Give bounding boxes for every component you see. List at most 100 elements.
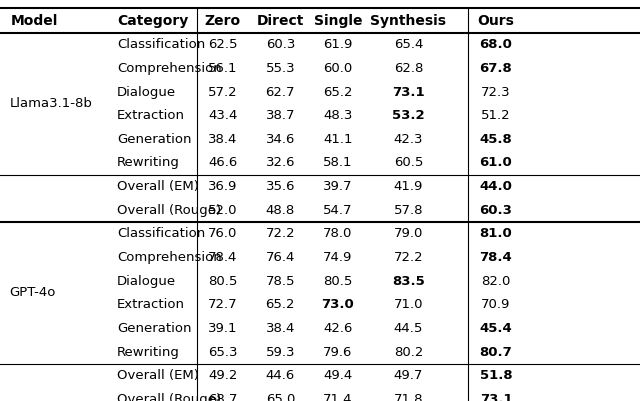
Text: 65.2: 65.2 (323, 85, 353, 99)
Text: Overall (EM): Overall (EM) (117, 369, 199, 382)
Text: 60.5: 60.5 (394, 156, 423, 170)
Text: 59.3: 59.3 (266, 346, 295, 358)
Text: 35.6: 35.6 (266, 180, 295, 193)
Text: 79.6: 79.6 (323, 346, 353, 358)
Text: 45.8: 45.8 (479, 133, 513, 146)
Text: 44.5: 44.5 (394, 322, 423, 335)
Text: 81.0: 81.0 (479, 227, 513, 240)
Text: 51.2: 51.2 (481, 109, 511, 122)
Text: 80.5: 80.5 (208, 275, 237, 288)
Text: 54.7: 54.7 (323, 204, 353, 217)
Text: 39.7: 39.7 (323, 180, 353, 193)
Text: 72.2: 72.2 (266, 227, 295, 240)
Text: 78.4: 78.4 (208, 251, 237, 264)
Text: Classification: Classification (117, 227, 205, 240)
Text: 70.9: 70.9 (481, 298, 511, 311)
Text: 62.8: 62.8 (394, 62, 423, 75)
Text: 38.4: 38.4 (208, 133, 237, 146)
Text: Llama3.1-8b: Llama3.1-8b (10, 97, 92, 110)
Text: Synthesis: Synthesis (371, 14, 446, 28)
Text: Direct: Direct (257, 14, 304, 28)
Text: 52.0: 52.0 (208, 204, 237, 217)
Text: Dialogue: Dialogue (117, 85, 176, 99)
Text: Generation: Generation (117, 322, 191, 335)
Text: Overall (Rouge): Overall (Rouge) (117, 393, 221, 401)
Text: 39.1: 39.1 (208, 322, 237, 335)
Text: 34.6: 34.6 (266, 133, 295, 146)
Text: 78.4: 78.4 (479, 251, 513, 264)
Text: 60.0: 60.0 (323, 62, 353, 75)
Text: 78.0: 78.0 (323, 227, 353, 240)
Text: 60.3: 60.3 (266, 38, 295, 51)
Text: 73.1: 73.1 (480, 393, 512, 401)
Text: 67.8: 67.8 (479, 62, 513, 75)
Text: 65.3: 65.3 (208, 346, 237, 358)
Text: 41.9: 41.9 (394, 180, 423, 193)
Text: 80.5: 80.5 (323, 275, 353, 288)
Text: 65.2: 65.2 (266, 298, 295, 311)
Text: Overall (Rouge): Overall (Rouge) (117, 204, 221, 217)
Text: 42.6: 42.6 (323, 322, 353, 335)
Text: 36.9: 36.9 (208, 180, 237, 193)
Text: 68.7: 68.7 (208, 393, 237, 401)
Text: 61.0: 61.0 (479, 156, 513, 170)
Text: 80.7: 80.7 (479, 346, 513, 358)
Text: 76.0: 76.0 (208, 227, 237, 240)
Text: 71.4: 71.4 (323, 393, 353, 401)
Text: Classification: Classification (117, 38, 205, 51)
Text: Generation: Generation (117, 133, 191, 146)
Text: 44.0: 44.0 (479, 180, 513, 193)
Text: 65.4: 65.4 (394, 38, 423, 51)
Text: 57.8: 57.8 (394, 204, 423, 217)
Text: 72.3: 72.3 (481, 85, 511, 99)
Text: 38.4: 38.4 (266, 322, 295, 335)
Text: Extraction: Extraction (117, 109, 185, 122)
Text: 44.6: 44.6 (266, 369, 295, 382)
Text: 68.0: 68.0 (479, 38, 513, 51)
Text: 48.3: 48.3 (323, 109, 353, 122)
Text: 43.4: 43.4 (208, 109, 237, 122)
Text: Dialogue: Dialogue (117, 275, 176, 288)
Text: 78.5: 78.5 (266, 275, 295, 288)
Text: 55.3: 55.3 (266, 62, 295, 75)
Text: Ours: Ours (477, 14, 515, 28)
Text: Single: Single (314, 14, 362, 28)
Text: 49.7: 49.7 (394, 369, 423, 382)
Text: 74.9: 74.9 (323, 251, 353, 264)
Text: 58.1: 58.1 (323, 156, 353, 170)
Text: Rewriting: Rewriting (117, 346, 180, 358)
Text: 72.7: 72.7 (208, 298, 237, 311)
Text: 65.0: 65.0 (266, 393, 295, 401)
Text: 82.0: 82.0 (481, 275, 511, 288)
Text: 71.0: 71.0 (394, 298, 423, 311)
Text: 49.2: 49.2 (208, 369, 237, 382)
Text: 38.7: 38.7 (266, 109, 295, 122)
Text: Model: Model (11, 14, 58, 28)
Text: GPT-4o: GPT-4o (10, 286, 56, 300)
Text: 42.3: 42.3 (394, 133, 423, 146)
Text: 76.4: 76.4 (266, 251, 295, 264)
Text: 51.8: 51.8 (480, 369, 512, 382)
Text: Rewriting: Rewriting (117, 156, 180, 170)
Text: Category: Category (117, 14, 188, 28)
Text: Extraction: Extraction (117, 298, 185, 311)
Text: 45.4: 45.4 (479, 322, 513, 335)
Text: 79.0: 79.0 (394, 227, 423, 240)
Text: Zero: Zero (205, 14, 241, 28)
Text: 62.7: 62.7 (266, 85, 295, 99)
Text: 49.4: 49.4 (323, 369, 353, 382)
Text: Overall (EM): Overall (EM) (117, 180, 199, 193)
Text: 53.2: 53.2 (392, 109, 424, 122)
Text: 73.0: 73.0 (321, 298, 355, 311)
Text: 60.3: 60.3 (479, 204, 513, 217)
Text: 32.6: 32.6 (266, 156, 295, 170)
Text: Comprehension: Comprehension (117, 62, 222, 75)
Text: 62.5: 62.5 (208, 38, 237, 51)
Text: 73.1: 73.1 (392, 85, 424, 99)
Text: 46.6: 46.6 (208, 156, 237, 170)
Text: 41.1: 41.1 (323, 133, 353, 146)
Text: 71.8: 71.8 (394, 393, 423, 401)
Text: 61.9: 61.9 (323, 38, 353, 51)
Text: 56.1: 56.1 (208, 62, 237, 75)
Text: 57.2: 57.2 (208, 85, 237, 99)
